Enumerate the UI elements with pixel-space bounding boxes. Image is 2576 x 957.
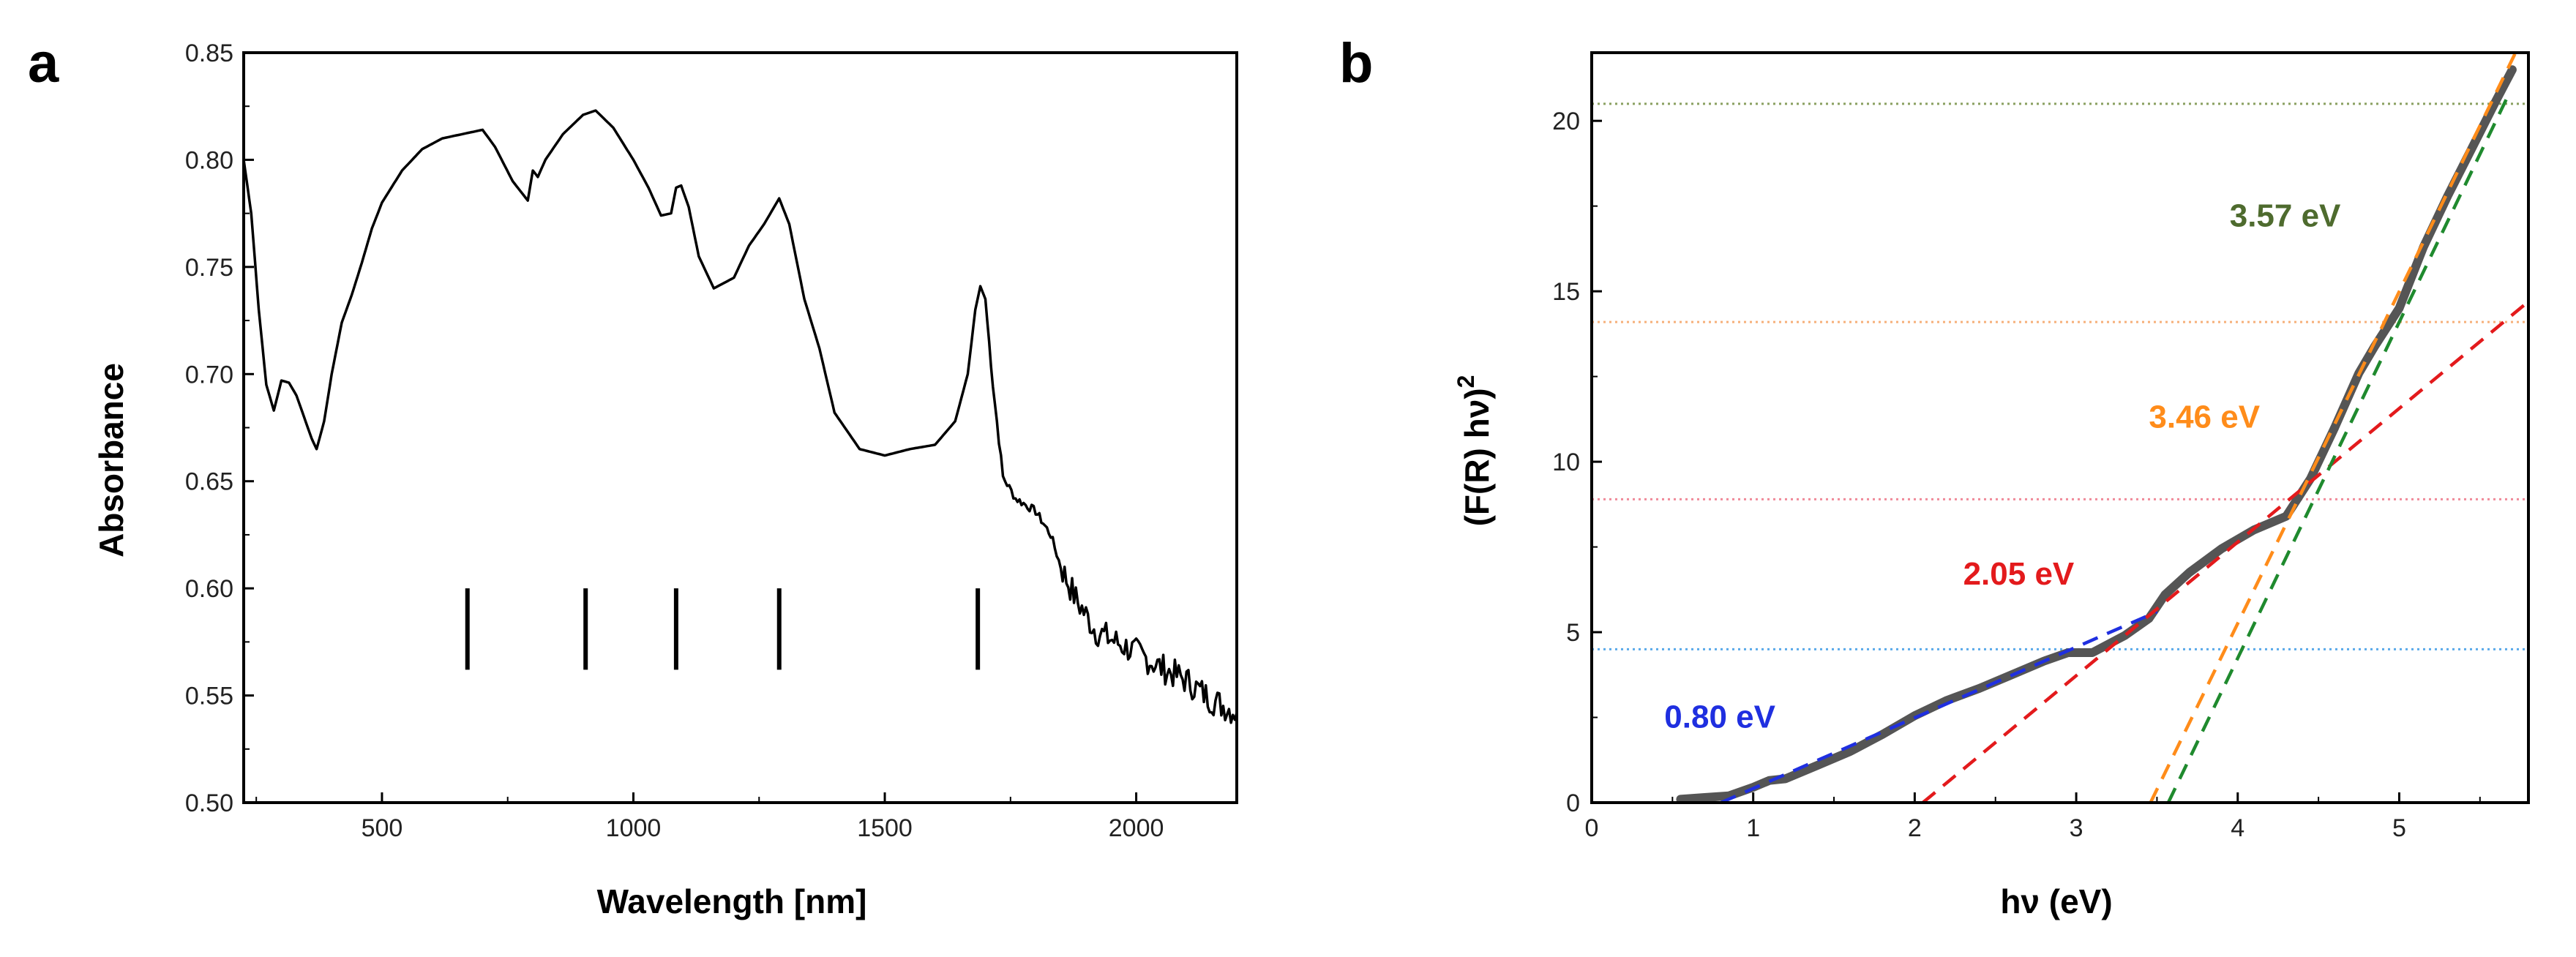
y-axis-title-a: Absorbance xyxy=(92,363,130,558)
tauc-series xyxy=(1676,65,2517,804)
x-tick-label-b: 2 xyxy=(1908,814,1922,842)
peak-markers xyxy=(465,588,981,670)
y-tick-label-a: 0.70 xyxy=(185,361,233,389)
bandgap-label: 2.05 eV xyxy=(1963,556,2075,592)
y-tick-label-b: 15 xyxy=(1552,278,1580,306)
chart-panel-a: 0.50 0.55 0.60 0.65 0.70 0.75 0.80 0.85 500 1000 1… xyxy=(92,40,1238,920)
absorbance-series xyxy=(242,109,1238,724)
tangent-line xyxy=(1921,300,2530,804)
reference-lines xyxy=(1592,102,2528,650)
y-axis-title-b-superscript: 2 xyxy=(1453,375,1479,389)
plot-frame-a xyxy=(242,51,1238,804)
y-axis-title-b-base: (F(R) hν) xyxy=(1458,388,1496,526)
tangent-line xyxy=(2149,52,2517,803)
x-tick-label-a: 500 xyxy=(362,814,403,842)
x-axis-title-a: Wavelength [nm] xyxy=(597,882,867,920)
x-axis-a: 0.50 0.55 0.60 0.65 0.70 0.75 0.80 0.85 500 1000 1… xyxy=(185,40,1164,842)
x-axis-title-b: hν (eV) xyxy=(2000,882,2112,920)
y-tick-label-a: 0.60 xyxy=(185,575,233,603)
x-tick-label-a: 2000 xyxy=(1109,814,1164,842)
x-tick-label-a: 1000 xyxy=(606,814,662,842)
tangent-lines xyxy=(1720,52,2530,805)
bandgap-label: 3.46 eV xyxy=(2149,399,2260,435)
y-tick-label-b: 20 xyxy=(1552,108,1580,135)
x-tick-label-b: 4 xyxy=(2231,814,2244,842)
bandgap-annotations: 0.80 eV 2.05 eV 3.46 eV 3.57 eV xyxy=(1664,198,2341,735)
chart-panel-b: 0 5 10 15 20 0 1 2 3 4 5 0.80 eV 2.05 eV 3.46 eV 3.57… xyxy=(1453,51,2530,920)
y-tick-label-a: 0.65 xyxy=(185,468,233,496)
y-tick-label-a: 0.80 xyxy=(185,146,233,174)
y-tick-label-a: 0.50 xyxy=(185,789,233,817)
x-tick-label-b: 1 xyxy=(1746,814,1760,842)
panel-label-a: a xyxy=(28,32,59,94)
y-tick-label-a: 0.75 xyxy=(185,254,233,282)
x-tick-label-b: 0 xyxy=(1585,814,1599,842)
y-tick-label-b: 5 xyxy=(1566,619,1580,647)
x-tick-label-b: 3 xyxy=(2070,814,2083,842)
x-tick-label-b: 5 xyxy=(2392,814,2406,842)
plot-frame-b xyxy=(1590,51,2530,804)
x-tick-label-a: 1500 xyxy=(857,814,913,842)
bandgap-label: 3.57 eV xyxy=(2230,198,2341,234)
tangent-line xyxy=(1720,610,2158,805)
y-axis-title-b: (F(R) hν)2 xyxy=(1453,375,1496,527)
y-tick-label-b: 0 xyxy=(1566,789,1580,817)
panel-label-b: b xyxy=(1339,32,1373,94)
y-tick-label-b: 10 xyxy=(1552,449,1580,476)
tauc-curve xyxy=(1676,65,2517,804)
x-axis-b: 0 5 10 15 20 0 1 2 3 4 5 xyxy=(1552,108,2481,842)
absorbance-line xyxy=(242,109,1238,724)
bandgap-label: 0.80 eV xyxy=(1664,699,1775,735)
y-tick-label-a: 0.85 xyxy=(185,40,233,67)
y-tick-label-a: 0.55 xyxy=(185,683,233,710)
